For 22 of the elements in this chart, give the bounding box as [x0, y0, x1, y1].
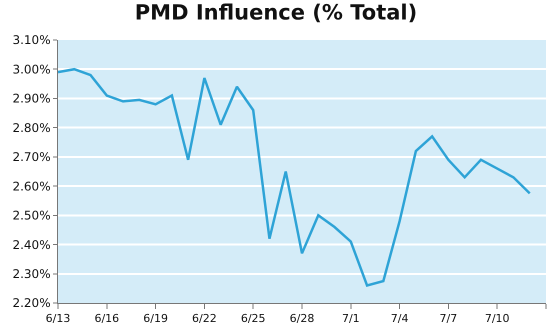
y-tick-label: 2.70%: [12, 150, 51, 164]
y-tick-label: 2.20%: [12, 296, 51, 310]
x-tick-label: 6/25: [240, 312, 266, 326]
y-tick-label: 2.50%: [12, 208, 51, 223]
x-tick-label: 6/19: [143, 312, 168, 326]
y-tick-label: 2.40%: [12, 238, 51, 252]
x-tick-label: 7/7: [440, 312, 458, 326]
y-tick-label: 2.80%: [12, 120, 51, 135]
x-tick-label: 7/1: [342, 312, 360, 326]
x-tick-label: 6/13: [46, 312, 70, 326]
y-tick-label: 3.00%: [12, 62, 51, 76]
x-tick-label: 7/4: [390, 312, 408, 326]
y-tick-label: 2.90%: [12, 92, 51, 106]
x-tick-label: 6/16: [94, 312, 120, 326]
y-tick-label: 3.10%: [12, 33, 51, 48]
line-series: [58, 68, 531, 287]
y-tick-label: 2.60%: [12, 179, 51, 194]
chart-title: PMD Influence (% Total): [134, 0, 418, 25]
x-tick-label: 6/28: [290, 312, 314, 326]
x-tick-label: 7/10: [484, 312, 510, 326]
y-tick-label: 2.30%: [12, 266, 51, 281]
x-tick-label: 6/22: [192, 312, 217, 326]
